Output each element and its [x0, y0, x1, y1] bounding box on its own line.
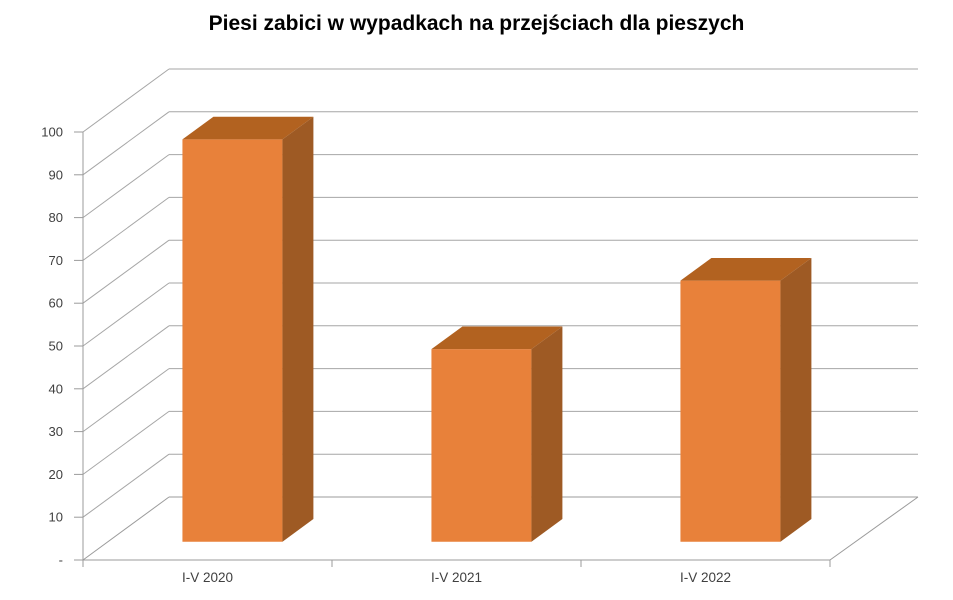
y-axis-label: 100 — [41, 125, 63, 140]
bar-i-v-2020-side — [282, 116, 314, 542]
gridline-leftwall — [82, 282, 170, 347]
bar-i-v-2021-front — [431, 349, 532, 542]
chart-title: Piesi zabici w wypadkach na przejściach … — [208, 12, 745, 35]
y-axis-label: 40 — [49, 381, 63, 396]
bar-i-v-2022-top — [680, 257, 812, 281]
bar-i-v-2022-front — [680, 280, 781, 542]
floor-left-edge — [82, 496, 170, 561]
x-category-label: I-V 2021 — [431, 570, 482, 585]
gridline-leftwall — [82, 325, 170, 390]
gridline-leftwall — [82, 410, 170, 475]
gridline-leftwall — [82, 239, 170, 304]
y-axis-label: 60 — [49, 296, 63, 311]
gridline-leftwall — [82, 453, 170, 518]
x-category-label: I-V 2022 — [680, 570, 731, 585]
y-axis-label: 70 — [49, 253, 63, 268]
y-axis-label: 80 — [49, 210, 63, 225]
gridline-leftwall — [82, 68, 170, 133]
y-axis-label: 30 — [49, 424, 63, 439]
bar-i-v-2021-side — [531, 326, 563, 542]
bar-i-v-2022-side — [780, 257, 812, 542]
x-category-label: I-V 2020 — [182, 570, 233, 585]
gridline-leftwall — [82, 196, 170, 261]
gridline-leftwall — [82, 154, 170, 219]
floor-right-edge — [829, 496, 919, 561]
bar-i-v-2020-front — [182, 139, 283, 542]
bar-i-v-2020-top — [182, 116, 314, 140]
y-axis-label: - — [59, 553, 63, 568]
gridline-leftwall — [82, 111, 170, 176]
y-axis-label: 90 — [49, 167, 63, 182]
y-axis-label: 20 — [49, 467, 63, 482]
y-axis-label: 10 — [49, 510, 63, 525]
gridline-leftwall — [82, 368, 170, 433]
y-axis-label: 50 — [49, 339, 63, 354]
bar-i-v-2021-top — [431, 326, 563, 350]
